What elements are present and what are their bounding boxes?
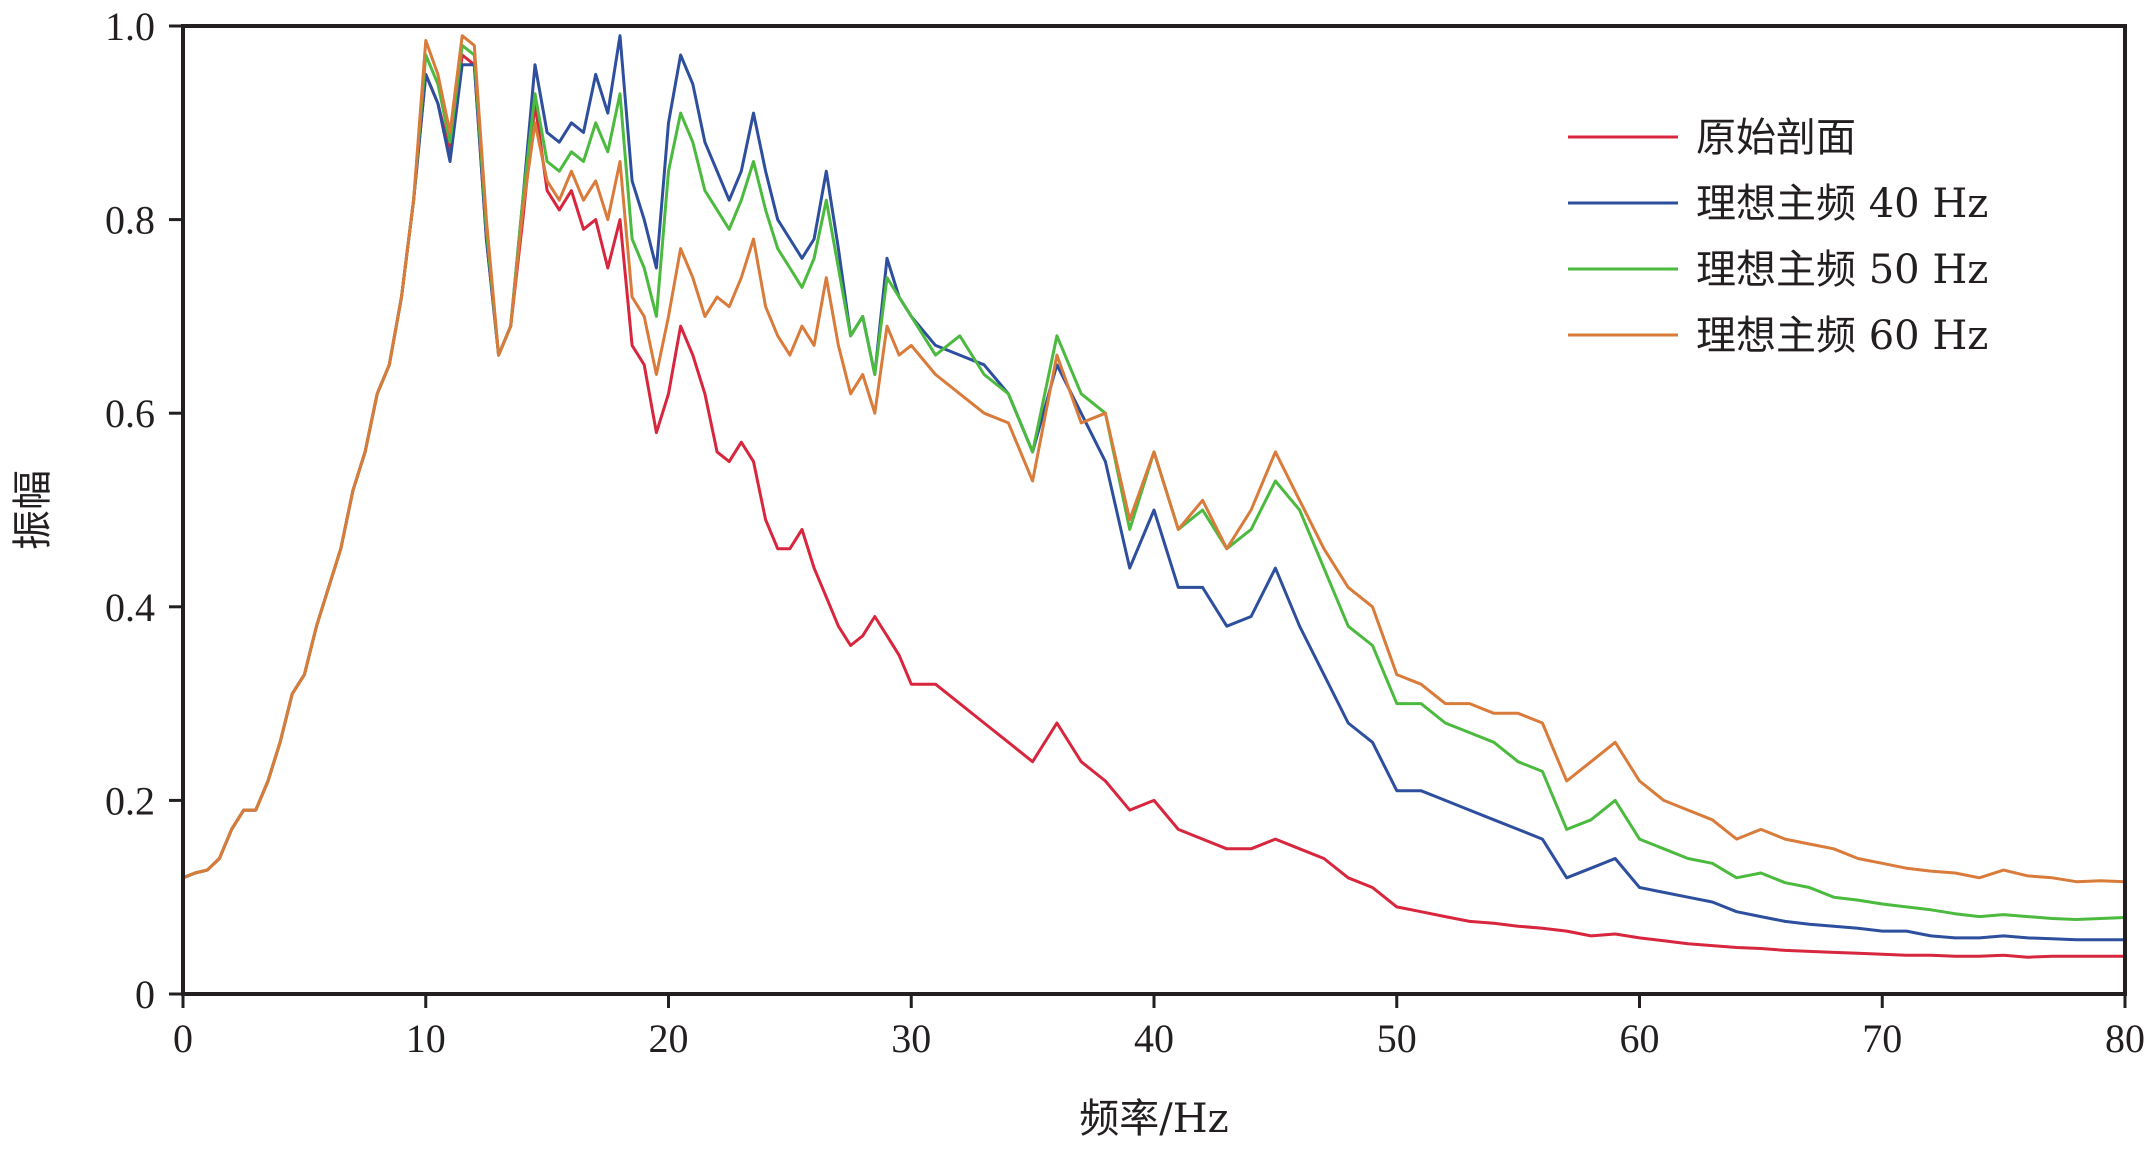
y-tick-label: 0.8 <box>105 198 155 243</box>
x-tick-label: 30 <box>891 1016 931 1061</box>
y-tick-label: 0 <box>135 972 155 1017</box>
x-axis-label: 频率/Hz <box>1079 1096 1228 1142</box>
y-tick-label: 1.0 <box>105 4 155 49</box>
series-line-4 <box>181 34 2127 884</box>
legend-label: 原始剖面 <box>1696 115 1856 161</box>
x-axis: 0 10 20 30 40 50 60 70 80 <box>173 994 2145 1061</box>
series-line-2 <box>181 34 2127 942</box>
x-tick-label: 40 <box>1134 1016 1174 1061</box>
y-tick-label: 0.4 <box>105 585 155 630</box>
legend-label: 理想主频 60 Hz <box>1696 313 1988 359</box>
plot-area <box>181 34 2127 959</box>
y-tick-label: 0.2 <box>105 778 155 823</box>
y-axis-label: 振幅 <box>10 470 56 550</box>
x-tick-label: 0 <box>173 1016 193 1061</box>
x-tick-label: 70 <box>1862 1016 1902 1061</box>
legend-label: 理想主频 50 Hz <box>1696 247 1988 293</box>
y-axis: 0 0.2 0.4 0.6 0.8 1.0 <box>105 4 183 1017</box>
x-tick-label: 20 <box>649 1016 689 1061</box>
x-tick-label: 80 <box>2105 1016 2145 1061</box>
series-line-3 <box>181 43 2127 921</box>
x-tick-label: 60 <box>1620 1016 1660 1061</box>
legend-label: 理想主频 40 Hz <box>1696 181 1988 227</box>
x-tick-label: 10 <box>406 1016 446 1061</box>
y-tick-label: 0.6 <box>105 391 155 436</box>
x-tick-label: 50 <box>1377 1016 1417 1061</box>
